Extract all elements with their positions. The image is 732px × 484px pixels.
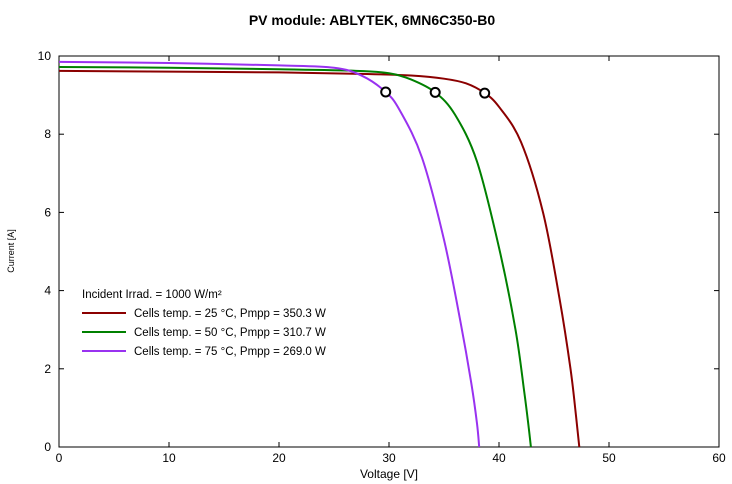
- y-axis-label: Current [A]: [6, 229, 16, 273]
- x-tick-label: 0: [56, 451, 63, 465]
- legend: Incident Irrad. = 1000 W/m² Cells temp. …: [82, 289, 326, 358]
- legend-label-3: Cells temp. = 75 °C, Pmpp = 269.0 W: [134, 346, 326, 358]
- x-tick-label: 20: [272, 451, 286, 465]
- x-tick-label: 10: [162, 451, 176, 465]
- chart-title: PV module: ABLYTEK, 6MN6C350-B0: [249, 12, 496, 28]
- series-line-3: [58, 60, 481, 448]
- mpp-marker-2: [429, 86, 441, 98]
- y-tick-label: 2: [44, 362, 51, 376]
- y-tick-label: 4: [44, 284, 51, 298]
- y-tick-label: 6: [44, 205, 51, 219]
- mpp-markers: [380, 86, 491, 99]
- mpp-marker-3: [380, 86, 392, 98]
- x-tick-label: 50: [602, 451, 616, 465]
- legend-header: Incident Irrad. = 1000 W/m²: [82, 289, 222, 301]
- y-tick-label: 8: [44, 127, 51, 141]
- mpp-marker-1: [479, 87, 491, 99]
- x-tick-label: 30: [382, 451, 396, 465]
- x-tick-label: 40: [492, 451, 506, 465]
- y-tick-label: 10: [38, 49, 52, 63]
- axis-ticks: 0 10 20 30 40 50 60 0 2 4 6 8 10: [38, 49, 726, 465]
- legend-label-1: Cells temp. = 25 °C, Pmpp = 350.3 W: [134, 308, 326, 320]
- x-axis-label: Voltage [V]: [360, 467, 418, 481]
- y-tick-label: 0: [44, 440, 51, 454]
- x-tick-label: 60: [712, 451, 726, 465]
- plot-area: [58, 55, 720, 448]
- legend-label-2: Cells temp. = 50 °C, Pmpp = 310.7 W: [134, 327, 326, 339]
- series-line-2: [58, 65, 532, 448]
